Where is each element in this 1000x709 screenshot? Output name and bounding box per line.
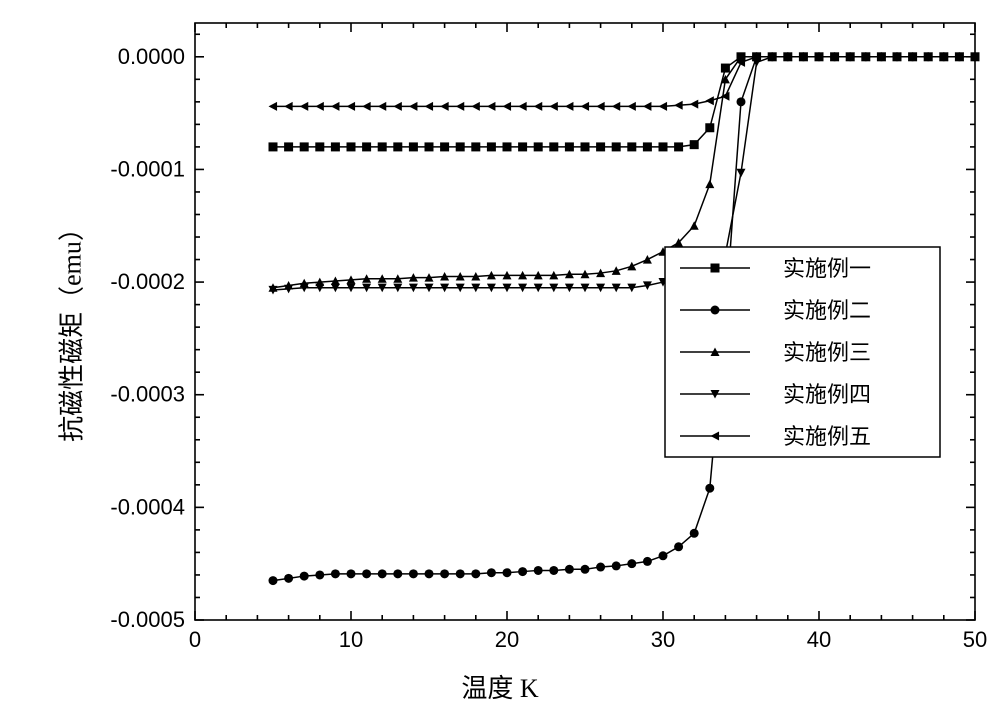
x-axis-label: 温度 K — [0, 668, 1000, 705]
svg-text:50: 50 — [963, 627, 987, 652]
svg-text:-0.0005: -0.0005 — [110, 607, 185, 632]
svg-text:0.0000: 0.0000 — [118, 44, 185, 69]
svg-text:实施例四: 实施例四 — [783, 382, 871, 407]
svg-text:-0.0001: -0.0001 — [110, 156, 185, 181]
svg-text:10: 10 — [339, 627, 363, 652]
svg-text:-0.0004: -0.0004 — [110, 494, 185, 519]
svg-text:实施例二: 实施例二 — [783, 298, 871, 323]
svg-text:30: 30 — [651, 627, 675, 652]
chart-svg: 0 10 20 30 40 50 0.0000 -0.0001 -0.0002 -0.0003 -0… — [0, 0, 1000, 709]
svg-text:实施例五: 实施例五 — [783, 424, 871, 449]
y-axis-label: 抗磁性磁矩（emu） — [52, 199, 89, 459]
svg-text:40: 40 — [807, 627, 831, 652]
superconductor-magnetization-chart: 抗磁性磁矩（emu） 0 10 20 30 40 50 0.0000 -0.0001 -0.00… — [0, 0, 1000, 709]
svg-text:实施例一: 实施例一 — [783, 256, 871, 281]
svg-text:20: 20 — [495, 627, 519, 652]
svg-text:-0.0003: -0.0003 — [110, 382, 185, 407]
svg-text:0: 0 — [189, 627, 201, 652]
svg-text:实施例三: 实施例三 — [783, 340, 871, 365]
svg-text:-0.0002: -0.0002 — [110, 269, 185, 294]
